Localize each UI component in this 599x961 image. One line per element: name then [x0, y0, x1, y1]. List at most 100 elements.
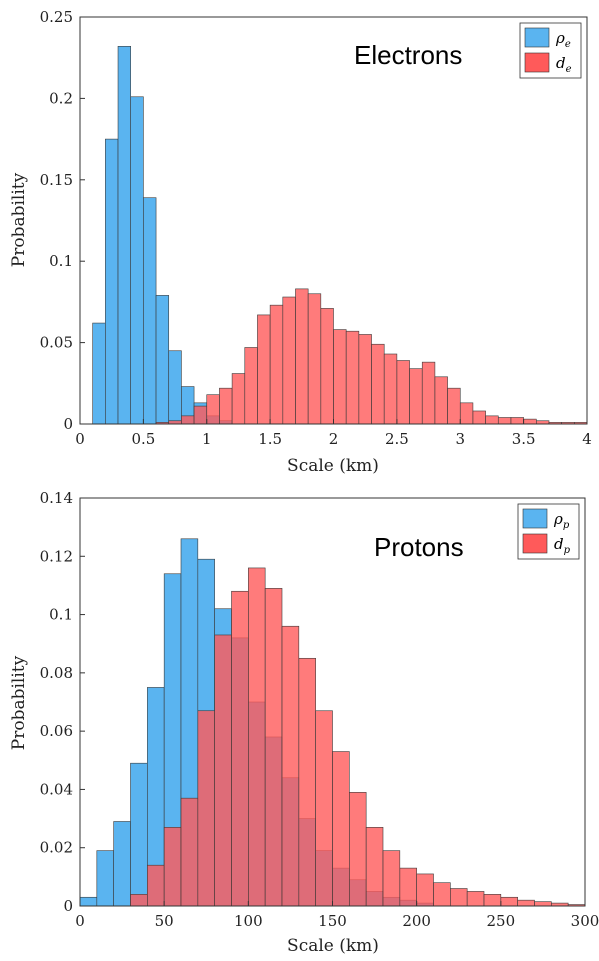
- bar-de-29: [523, 418, 537, 425]
- bar-dp-2: [163, 827, 182, 907]
- y-tick-label: 0.06: [40, 722, 73, 740]
- bar-ρe-3: [130, 96, 144, 425]
- bar-dp-19: [450, 888, 468, 907]
- bar-dp-8: [264, 588, 283, 907]
- x-tick-label: 0: [75, 912, 85, 930]
- x-axis-label: Scale (km): [287, 936, 379, 956]
- bars-group: [92, 45, 588, 425]
- bar-de-21: [421, 361, 436, 425]
- x-tick-label: 1: [202, 430, 212, 448]
- y-tick-label: 0.15: [40, 171, 73, 189]
- ticks-group: 0 0.5 1 1.5 2 2.5 3 3.5 4 0 0.05 0.1 0.15 0.2 0.25: [40, 8, 592, 448]
- bar-de-18: [383, 353, 398, 425]
- x-tick-label: 0: [75, 430, 85, 448]
- bar-dp-21: [483, 894, 502, 907]
- bar-de-14: [333, 329, 347, 425]
- bar-ρe-6: [168, 350, 182, 425]
- bar-dp-3: [180, 797, 199, 907]
- ticks-group: 0 50 100 150 200 250 300 0 0.02 0.04 0.06 0.08 0.1 0.…: [40, 489, 599, 930]
- y-tick-label: 0.14: [40, 489, 73, 507]
- bar-de-15: [345, 330, 360, 425]
- legend: ρe de: [519, 22, 582, 79]
- x-tick-label: 300: [571, 912, 599, 930]
- x-tick-label: 1.5: [258, 430, 282, 448]
- bar-de-10: [282, 296, 296, 425]
- bar-dp-23: [517, 899, 535, 907]
- x-tick-label: 2.5: [385, 430, 409, 448]
- x-tick-label: 3.5: [512, 430, 536, 448]
- bar-de-12: [307, 293, 322, 425]
- bar-dp-18: [433, 882, 451, 907]
- y-tick-label: 0: [63, 415, 73, 433]
- bar-de-22: [434, 376, 448, 425]
- legend-label-rho-e: ρe: [555, 29, 571, 50]
- y-tick-label: 0.08: [40, 664, 73, 682]
- bar-de-16: [358, 334, 372, 425]
- bar-de-19: [396, 360, 410, 425]
- bar-ρp-2: [113, 821, 131, 907]
- protons-annotation: Protons: [374, 532, 464, 562]
- bar-de-20: [409, 368, 423, 425]
- y-tick-label: 0.04: [40, 780, 73, 798]
- electrons-annotation: Electrons: [354, 40, 462, 70]
- bar-dp-9: [281, 625, 300, 907]
- bar-dp-13: [349, 792, 367, 907]
- bar-ρe-2: [117, 45, 131, 425]
- y-tick-label: 0.02: [40, 839, 73, 857]
- legend-swatch-d-p: [522, 533, 548, 554]
- legend: ρp dp: [517, 503, 580, 560]
- bar-de-24: [459, 402, 474, 425]
- legend-swatch-rho-e: [524, 27, 550, 48]
- x-tick-label: 150: [318, 912, 347, 930]
- bar-ρe-4: [143, 197, 157, 425]
- bar-de-9: [269, 304, 284, 425]
- bar-de-23: [447, 387, 461, 425]
- y-tick-label: 0.05: [40, 334, 73, 352]
- x-tick-label: 0.5: [131, 430, 155, 448]
- bar-de-5: [219, 387, 233, 425]
- bar-dp-5: [214, 634, 232, 907]
- bar-de-2: [181, 415, 195, 425]
- x-tick-label: 200: [402, 912, 431, 930]
- bar-de-7: [244, 347, 258, 425]
- y-tick-label: 0.1: [49, 252, 73, 270]
- legend-swatch-d-e: [524, 52, 550, 73]
- bar-de-27: [497, 417, 512, 425]
- x-tick-label: 250: [487, 912, 516, 930]
- legend-label-rho-p: ρp: [553, 510, 570, 531]
- x-tick-label: 2: [329, 430, 339, 448]
- y-tick-label: 0: [63, 897, 73, 915]
- bar-dp-20: [466, 891, 485, 907]
- bar-de-3: [193, 405, 208, 425]
- y-tick-label: 0.25: [40, 8, 73, 26]
- bar-de-8: [257, 314, 271, 425]
- bar-dp-15: [382, 850, 401, 907]
- y-axis-label: Probability: [9, 172, 29, 267]
- bar-dp-17: [416, 873, 434, 907]
- bar-de-13: [320, 308, 334, 425]
- bar-dp-7: [248, 567, 266, 907]
- bar-dp-22: [500, 896, 518, 907]
- bar-dp-0: [130, 894, 148, 907]
- bar-dp-16: [399, 867, 417, 907]
- bar-ρp-3: [130, 762, 148, 907]
- legend-label-d-e: de: [556, 54, 572, 75]
- bar-de-17: [371, 343, 385, 425]
- bar-dp-4: [197, 710, 215, 907]
- bar-ρe-5: [155, 295, 170, 425]
- x-tick-label: 4: [582, 430, 592, 448]
- x-axis-label: Scale (km): [287, 456, 379, 476]
- electrons-panel: 0 0.5 1 1.5 2 2.5 3 3.5 4 0 0.05 0.1 0.15 0.2 0.25 Sca…: [9, 8, 592, 476]
- legend-label-d-p: dp: [554, 535, 571, 556]
- bar-ρp-1: [96, 850, 114, 907]
- bar-ρe-0: [92, 322, 106, 425]
- x-tick-label: 50: [155, 912, 174, 930]
- bars-group: [79, 538, 586, 907]
- bar-de-6: [231, 373, 246, 425]
- bar-dp-24: [534, 901, 552, 907]
- y-tick-label: 0.2: [49, 89, 73, 107]
- bar-de-26: [485, 415, 499, 425]
- y-axis-label: Probability: [9, 655, 29, 750]
- bar-de-4: [206, 394, 220, 425]
